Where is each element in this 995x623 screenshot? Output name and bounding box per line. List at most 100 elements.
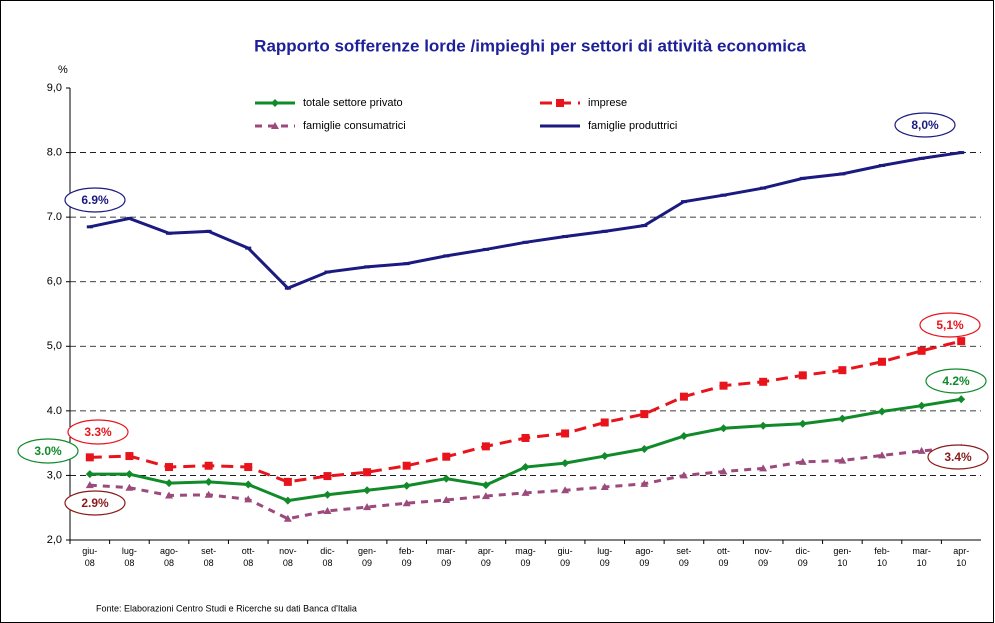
legend-label: imprese bbox=[588, 97, 627, 109]
point bbox=[323, 472, 332, 481]
point bbox=[679, 392, 688, 401]
annotation-label: 4.2% bbox=[942, 374, 970, 388]
point bbox=[522, 240, 529, 244]
y-tick-label: 3,0 bbox=[47, 469, 62, 481]
annotation-ellipse bbox=[17, 438, 79, 464]
x-tick-label: ott-09 bbox=[717, 546, 730, 568]
x-tick-label: giu-08 bbox=[82, 546, 97, 568]
point bbox=[204, 490, 213, 498]
y-tick-label: 9,0 bbox=[47, 82, 62, 94]
annotation-ellipse bbox=[927, 444, 989, 470]
x-tick-label: ago-08 bbox=[160, 546, 178, 568]
point bbox=[165, 491, 174, 499]
y-tick-label: 4.0 bbox=[47, 405, 62, 417]
point bbox=[759, 464, 768, 472]
point bbox=[957, 395, 966, 404]
point bbox=[719, 467, 728, 475]
point bbox=[166, 231, 173, 235]
x-tick-label: mar-09 bbox=[437, 546, 456, 568]
point bbox=[244, 495, 253, 503]
point bbox=[86, 225, 93, 229]
point bbox=[364, 265, 371, 269]
annotation-label: 2.9% bbox=[81, 496, 109, 510]
point bbox=[324, 270, 331, 274]
point bbox=[323, 490, 332, 499]
x-tick-label: ott-08 bbox=[242, 546, 255, 568]
x-tick-label: set-09 bbox=[676, 546, 691, 568]
point bbox=[600, 452, 609, 461]
point bbox=[283, 514, 292, 522]
x-tick-label: apr-09 bbox=[478, 546, 494, 568]
x-tick-label: apr-10 bbox=[953, 546, 969, 568]
point bbox=[877, 357, 886, 366]
point bbox=[165, 463, 174, 472]
point bbox=[719, 424, 728, 433]
annotation-ellipse bbox=[894, 112, 956, 138]
point bbox=[600, 418, 609, 427]
x-tick-label: lug-09 bbox=[597, 546, 612, 568]
point bbox=[283, 496, 292, 505]
point bbox=[878, 163, 885, 167]
point bbox=[283, 477, 292, 486]
annotation-label: 3.3% bbox=[84, 425, 112, 439]
x-tick-label: mag-09 bbox=[515, 546, 536, 568]
point bbox=[481, 442, 490, 451]
legend-label: totale settore privato bbox=[303, 97, 403, 109]
point bbox=[402, 461, 411, 470]
point bbox=[839, 172, 846, 176]
x-tick-label: giu-09 bbox=[558, 546, 573, 568]
point bbox=[958, 151, 965, 155]
legend-marker bbox=[556, 99, 564, 107]
point bbox=[760, 186, 767, 190]
y-tick-label: 7.0 bbox=[47, 211, 62, 223]
point bbox=[640, 410, 649, 419]
point bbox=[561, 486, 570, 494]
source-note: Fonte: Elaborazioni Centro Studi e Ricer… bbox=[96, 603, 357, 613]
point bbox=[679, 432, 688, 441]
point bbox=[759, 421, 768, 430]
point bbox=[443, 254, 450, 258]
point bbox=[126, 216, 133, 220]
x-tick-label: mar-10 bbox=[912, 546, 931, 568]
point bbox=[798, 457, 807, 465]
point bbox=[641, 224, 648, 228]
point bbox=[561, 459, 570, 468]
point bbox=[363, 468, 372, 477]
annotation-ellipse bbox=[64, 490, 126, 516]
point bbox=[799, 176, 806, 180]
legend-marker bbox=[271, 99, 279, 107]
legend-marker bbox=[557, 124, 563, 128]
x-tick-label: gen-10 bbox=[833, 546, 851, 568]
point bbox=[85, 481, 94, 489]
point bbox=[918, 156, 925, 160]
point bbox=[125, 452, 134, 461]
point bbox=[204, 477, 213, 486]
point bbox=[640, 444, 649, 453]
x-tick-label: nov-08 bbox=[279, 546, 297, 568]
point bbox=[798, 371, 807, 380]
annotation-label: 5,1% bbox=[936, 318, 964, 332]
x-tick-label: feb-10 bbox=[874, 546, 890, 568]
point bbox=[679, 471, 688, 479]
x-tick-label: dic-08 bbox=[320, 546, 335, 568]
point bbox=[244, 463, 253, 472]
point bbox=[759, 377, 768, 386]
point bbox=[680, 200, 687, 204]
chart-title: Rapporto sofferenze lorde /impieghi per … bbox=[254, 36, 806, 55]
point bbox=[640, 479, 649, 487]
annotation-label: 6.9% bbox=[81, 193, 109, 207]
annotation-label: 8,0% bbox=[911, 118, 939, 132]
point bbox=[562, 235, 569, 239]
point bbox=[85, 470, 94, 479]
point bbox=[284, 286, 291, 290]
point bbox=[877, 407, 886, 416]
x-tick-label: set-08 bbox=[201, 546, 216, 568]
point bbox=[600, 483, 609, 491]
y-tick-label: 8.0 bbox=[47, 146, 62, 158]
y-tick-label: 5,0 bbox=[47, 340, 62, 352]
legend-marker bbox=[271, 122, 279, 129]
point bbox=[601, 229, 608, 233]
point bbox=[442, 452, 451, 461]
point bbox=[205, 229, 212, 233]
